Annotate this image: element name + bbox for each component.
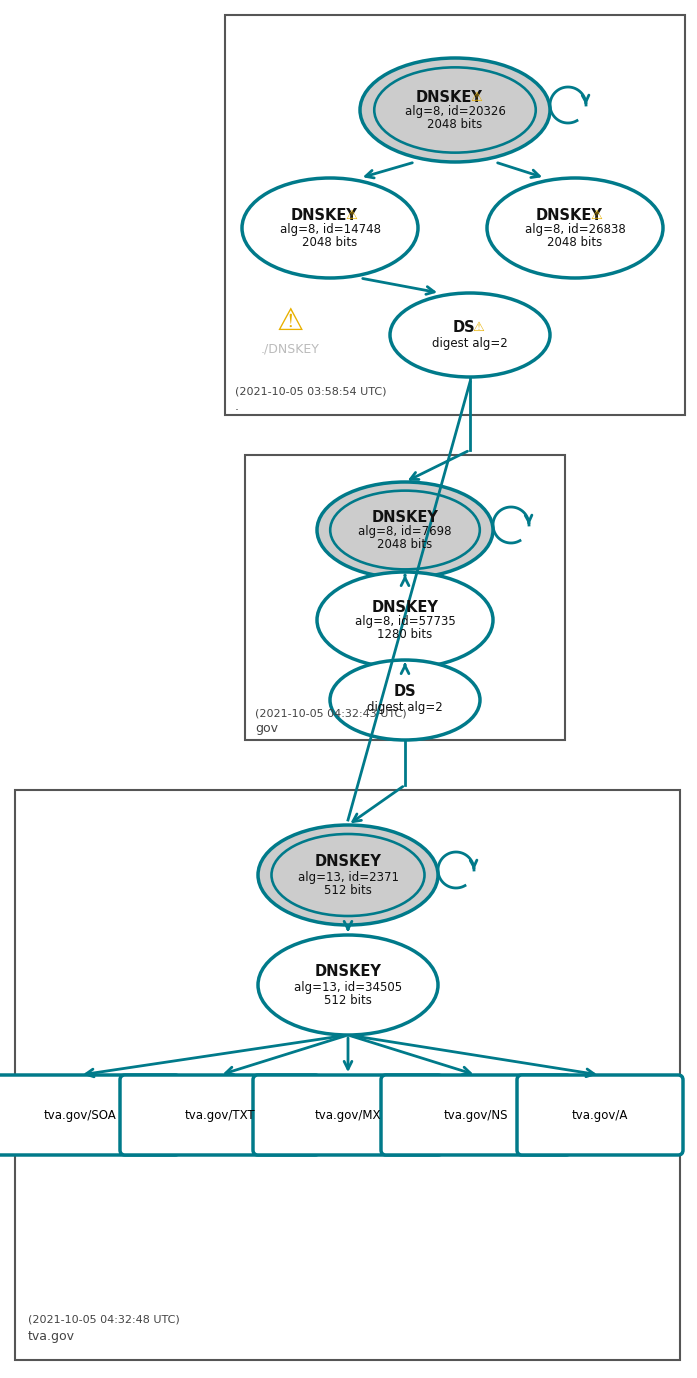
Ellipse shape: [487, 178, 663, 278]
Text: ./DNSKEY: ./DNSKEY: [261, 343, 319, 356]
Text: 512 bits: 512 bits: [324, 883, 372, 897]
Text: tva.gov/A: tva.gov/A: [572, 1108, 628, 1122]
FancyBboxPatch shape: [253, 1075, 443, 1155]
Bar: [245, 455, 565, 740]
Text: (2021-10-05 03:58:54 UTC): (2021-10-05 03:58:54 UTC): [235, 387, 387, 397]
Text: alg=8, id=14748: alg=8, id=14748: [279, 223, 381, 237]
Text: ⚠: ⚠: [345, 208, 357, 222]
Ellipse shape: [360, 58, 550, 163]
Text: alg=13, id=2371: alg=13, id=2371: [298, 871, 399, 883]
Text: digest alg=2: digest alg=2: [367, 701, 443, 715]
Text: DNSKEY: DNSKEY: [372, 510, 438, 525]
Text: 2048 bits: 2048 bits: [427, 119, 482, 131]
Text: .: .: [235, 400, 239, 413]
Text: alg=8, id=20326: alg=8, id=20326: [404, 106, 505, 119]
Text: tva.gov/MX: tva.gov/MX: [315, 1108, 381, 1122]
Text: DNSKEY: DNSKEY: [314, 965, 381, 980]
Text: alg=8, id=26838: alg=8, id=26838: [525, 223, 625, 237]
FancyBboxPatch shape: [381, 1075, 571, 1155]
FancyBboxPatch shape: [120, 1075, 320, 1155]
Text: 2048 bits: 2048 bits: [377, 539, 433, 551]
Text: DS: DS: [394, 685, 416, 700]
Ellipse shape: [390, 294, 550, 378]
Text: (2021-10-05 04:32:48 UTC): (2021-10-05 04:32:48 UTC): [28, 1315, 180, 1326]
Text: DNSKEY: DNSKEY: [291, 208, 358, 222]
Ellipse shape: [317, 572, 493, 668]
Text: alg=8, id=57735: alg=8, id=57735: [355, 616, 455, 628]
Ellipse shape: [242, 178, 418, 278]
Text: 512 bits: 512 bits: [324, 994, 372, 1006]
FancyBboxPatch shape: [517, 1075, 683, 1155]
Text: DS: DS: [452, 320, 475, 335]
FancyBboxPatch shape: [0, 1075, 180, 1155]
Text: DNSKEY: DNSKEY: [535, 208, 602, 222]
Text: 1280 bits: 1280 bits: [377, 628, 433, 642]
Text: DNSKEY: DNSKEY: [314, 854, 381, 870]
Text: ⚠: ⚠: [473, 321, 484, 333]
Text: tva.gov/NS: tva.gov/NS: [444, 1108, 508, 1122]
Text: digest alg=2: digest alg=2: [432, 336, 508, 350]
Text: alg=13, id=34505: alg=13, id=34505: [294, 981, 402, 994]
Ellipse shape: [317, 482, 493, 577]
Bar: [225, 15, 685, 415]
Text: DNSKEY: DNSKEY: [415, 90, 482, 105]
Text: tva.gov/TXT: tva.gov/TXT: [185, 1108, 255, 1122]
Text: tva.gov/SOA: tva.gov/SOA: [44, 1108, 116, 1122]
Text: tva.gov: tva.gov: [28, 1330, 75, 1344]
Text: ⚠: ⚠: [470, 91, 482, 103]
Ellipse shape: [258, 825, 438, 925]
Text: (2021-10-05 04:32:43 UTC): (2021-10-05 04:32:43 UTC): [255, 710, 406, 719]
Text: alg=8, id=7698: alg=8, id=7698: [358, 525, 452, 539]
Text: 2048 bits: 2048 bits: [302, 237, 358, 249]
Text: DNSKEY: DNSKEY: [372, 599, 438, 615]
Text: 2048 bits: 2048 bits: [547, 237, 603, 249]
Ellipse shape: [258, 936, 438, 1035]
Bar: [15, 790, 680, 1360]
Text: gov: gov: [255, 722, 278, 734]
Ellipse shape: [330, 660, 480, 740]
Text: ⚠: ⚠: [276, 306, 304, 335]
Text: ⚠: ⚠: [590, 208, 602, 222]
